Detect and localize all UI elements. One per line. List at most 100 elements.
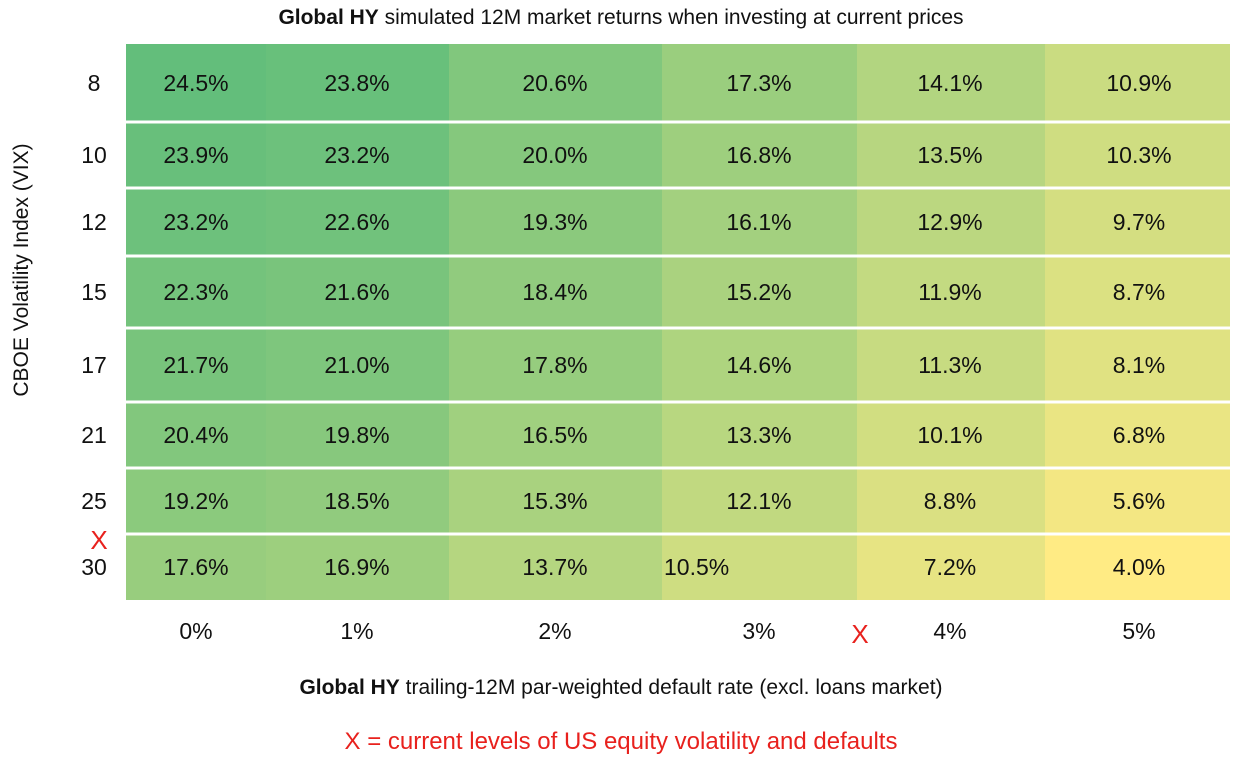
cell-value-label: 23.2% (163, 209, 228, 235)
heatmap-cell (449, 122, 662, 188)
default-rate-current-marker: X (851, 619, 868, 649)
heatmap-cell (266, 468, 449, 534)
heatmap-cell (857, 256, 1045, 328)
y-tick-label: 12 (81, 209, 107, 235)
cell-value-label: 22.3% (163, 279, 228, 305)
cell-value-label: 6.8% (1113, 422, 1165, 448)
cell-value-label: 23.9% (163, 142, 228, 168)
cell-value-label: 17.3% (726, 70, 791, 96)
heatmap-cell (1045, 328, 1230, 402)
cell-value-label: 24.5% (163, 70, 228, 96)
x-tick-label: 4% (933, 618, 966, 644)
cell-value-label: 21.6% (324, 279, 389, 305)
heatmap-cell (1045, 402, 1230, 468)
heatmap-cell (266, 256, 449, 328)
cell-value-label: 7.2% (924, 554, 976, 580)
heatmap-cell (126, 188, 266, 256)
vix-current-marker: X (90, 525, 107, 555)
cell-value-label: 16.9% (324, 554, 389, 580)
heatmap-cell (662, 534, 857, 600)
heatmap-cell (1045, 468, 1230, 534)
cell-value-label: 15.3% (522, 488, 587, 514)
y-tick-label: 8 (88, 70, 101, 96)
heatmap-cell (449, 44, 662, 122)
heatmap-cell (857, 402, 1045, 468)
cell-value-label: 11.3% (918, 352, 982, 378)
cell-value-label: 17.8% (522, 352, 587, 378)
cell-value-label: 20.0% (522, 142, 587, 168)
cell-value-label: 19.2% (163, 488, 228, 514)
x-tick-label: 2% (538, 618, 571, 644)
cell-value-label: 22.6% (324, 209, 389, 235)
cell-value-label: 10.3% (1106, 142, 1171, 168)
heatmap-cell (266, 188, 449, 256)
heatmap-cell (266, 122, 449, 188)
cell-value-label: 17.6% (163, 554, 228, 580)
heatmap-cell (266, 44, 449, 122)
heatmap-cell (126, 328, 266, 402)
cell-value-label: 20.6% (522, 70, 587, 96)
cell-value-label: 10.5% (664, 554, 729, 580)
y-tick-label: 21 (81, 422, 107, 448)
current-marker-legend: X = current levels of US equity volatili… (344, 728, 898, 755)
x-tick-label: 5% (1122, 618, 1155, 644)
heatmap-cell (126, 44, 266, 122)
cell-value-label: 23.2% (324, 142, 389, 168)
cell-value-label: 18.5% (324, 488, 389, 514)
cell-value-label: 9.7% (1113, 209, 1165, 235)
heatmap-cell (662, 328, 857, 402)
heatmap-cell (857, 122, 1045, 188)
heatmap-cell (1045, 534, 1230, 600)
heatmap-cell (1045, 44, 1230, 122)
heatmap-cell (662, 468, 857, 534)
heatmap-cell (126, 468, 266, 534)
heatmap-cell (449, 328, 662, 402)
y-tick-label: 30 (81, 554, 107, 580)
cell-value-label: 16.5% (522, 422, 587, 448)
heatmap-cell (266, 402, 449, 468)
cell-value-label: 19.3% (522, 209, 587, 235)
y-tick-label: 17 (81, 352, 107, 378)
chart-title-bold: Global HY (278, 6, 379, 29)
cell-value-label: 13.3% (726, 422, 791, 448)
heatmap-cell (662, 122, 857, 188)
x-axis-label: Global HY trailing-12M par-weighted defa… (0, 676, 1242, 700)
heatmap-cell (126, 256, 266, 328)
cell-value-label: 19.8% (324, 422, 389, 448)
cell-value-label: 10.9% (1106, 70, 1171, 96)
x-tick-label: 1% (340, 618, 373, 644)
y-tick-label: 10 (81, 142, 107, 168)
cell-value-label: 12.1% (726, 488, 791, 514)
heatmap-cell (266, 328, 449, 402)
cell-value-label: 4.0% (1113, 554, 1165, 580)
cell-value-label: 10.1% (917, 422, 982, 448)
cell-value-label: 8.8% (924, 488, 976, 514)
cell-value-label: 23.8% (324, 70, 389, 96)
cell-value-label: 16.8% (726, 142, 791, 168)
heatmap-cell (449, 468, 662, 534)
x-axis-label-bold: Global HY (299, 676, 400, 699)
heatmap-cell (857, 468, 1045, 534)
heatmap-cell (662, 44, 857, 122)
cell-value-label: 16.1% (726, 209, 791, 235)
x-axis-label-rest: trailing-12M par-weighted default rate (… (399, 676, 943, 699)
cell-value-label: 21.7% (163, 352, 228, 378)
cell-value-label: 14.6% (726, 352, 791, 378)
chart-title-rest: simulated 12M market returns when invest… (378, 6, 964, 29)
heatmap-cell (857, 44, 1045, 122)
cell-value-label: 11.9% (918, 279, 982, 305)
x-tick-label: 3% (742, 618, 775, 644)
heatmap-cell (266, 534, 449, 600)
heatmap-cell (662, 188, 857, 256)
heatmap-cell (449, 534, 662, 600)
chart-title: Global HY simulated 12M market returns w… (0, 6, 1242, 30)
heatmap-cell (1045, 256, 1230, 328)
heatmap-cell (1045, 188, 1230, 256)
x-tick-label: 0% (179, 618, 212, 644)
heatmap-cell (126, 534, 266, 600)
heatmap-cell (662, 402, 857, 468)
cell-value-label: 13.7% (522, 554, 587, 580)
heatmap-cell (857, 328, 1045, 402)
cell-value-label: 14.1% (917, 70, 982, 96)
cell-value-label: 20.4% (163, 422, 228, 448)
